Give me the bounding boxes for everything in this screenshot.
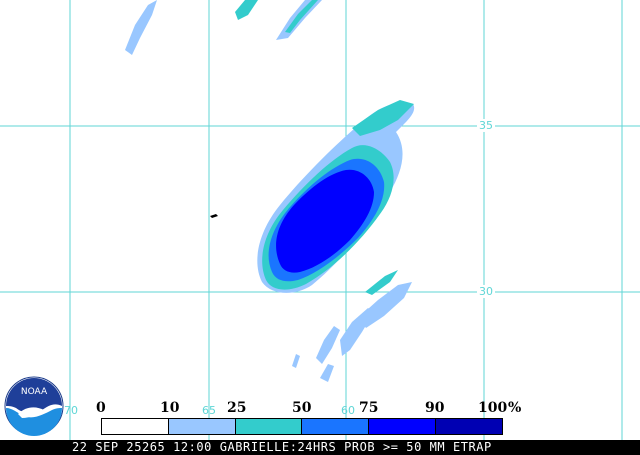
noaa-logo-text: NOAA <box>21 387 48 397</box>
precip-swath-main <box>257 100 415 293</box>
streak-top-right-core <box>285 0 318 33</box>
precip-streaks-lower <box>292 270 412 382</box>
legend-unit: % <box>508 400 522 416</box>
lon-label-60: 60 <box>341 404 355 417</box>
caption-bar: 22 SEP 25265 12:00 GABRIELLE:24HRS PROB … <box>0 440 640 455</box>
streak-lower-5 <box>320 364 334 382</box>
legend-tick-0: 0 <box>96 400 106 416</box>
lat-label-30: 30 <box>477 285 495 298</box>
legend-tick-75: 75 <box>359 400 379 416</box>
legend-tick-90: 90 <box>425 400 445 416</box>
legend-tick-50: 50 <box>292 400 312 416</box>
swath-75-90 <box>276 169 374 273</box>
noaa-logo: NOAA <box>4 376 64 436</box>
streak-top-mid <box>235 0 258 20</box>
lat-label-35: 35 <box>477 119 495 132</box>
swath-25-50-tail <box>352 100 414 136</box>
legend-tick-25: 25 <box>227 400 247 416</box>
legend-swatch-90-100 <box>436 419 502 434</box>
streak-lower-1 <box>365 270 398 295</box>
streak-top-left <box>125 0 157 55</box>
lon-label-70: 70 <box>64 404 78 417</box>
legend-swatch-10-25 <box>168 419 236 434</box>
legend-tick-100: 100 <box>478 400 508 416</box>
legend-swatch-0-10 <box>102 419 169 434</box>
legend-swatch-25-50 <box>235 419 303 434</box>
probability-map <box>0 0 640 440</box>
streak-lower-3 <box>340 308 374 356</box>
streak-lower-2 <box>358 282 412 328</box>
legend-color-bar <box>101 418 503 435</box>
legend-swatch-50-75 <box>302 419 370 434</box>
precip-streaks-top <box>125 0 322 55</box>
legend-swatch-75-90 <box>369 419 437 434</box>
legend-tick-10: 10 <box>160 400 180 416</box>
streak-lower-6 <box>292 354 300 368</box>
lon-label-65: 65 <box>202 404 216 417</box>
streak-lower-4 <box>316 326 340 364</box>
caption-text: 22 SEP 25265 12:00 GABRIELLE:24HRS PROB … <box>72 440 492 454</box>
island-speck <box>210 214 218 218</box>
